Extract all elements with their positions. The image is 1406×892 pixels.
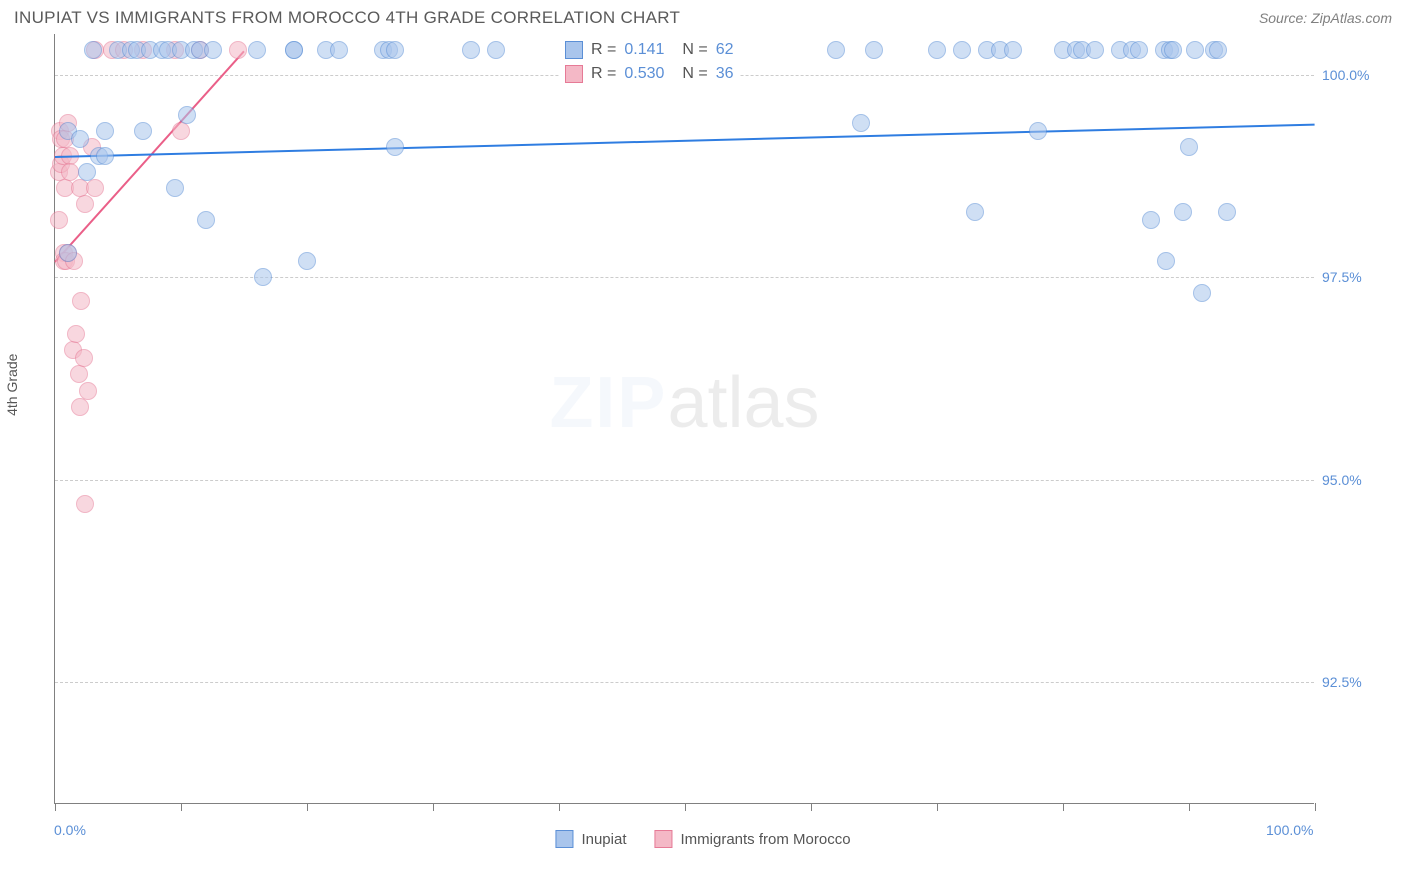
legend-swatch-inupiat xyxy=(555,830,573,848)
x-tick-label: 100.0% xyxy=(1266,822,1313,838)
data-point xyxy=(86,179,104,197)
legend-label-morocco: Immigrants from Morocco xyxy=(681,831,851,848)
data-point xyxy=(166,179,184,197)
data-point xyxy=(330,41,348,59)
data-point xyxy=(71,130,89,148)
data-point xyxy=(966,203,984,221)
x-tick xyxy=(937,803,938,811)
data-point xyxy=(78,163,96,181)
x-tick xyxy=(559,803,560,811)
data-point xyxy=(1157,252,1175,270)
plot-area: ZIPatlas R = 0.141 N = 62 R = 0.530 N = 36 xyxy=(54,34,1314,804)
data-point xyxy=(67,325,85,343)
x-tick xyxy=(685,803,686,811)
gridline xyxy=(55,682,1314,683)
data-point xyxy=(1004,41,1022,59)
data-point xyxy=(59,244,77,262)
data-point xyxy=(852,114,870,132)
data-point xyxy=(1164,41,1182,59)
x-tick xyxy=(181,803,182,811)
x-tick xyxy=(811,803,812,811)
data-point xyxy=(1186,41,1204,59)
data-point xyxy=(75,349,93,367)
stats-r-label: R = xyxy=(591,65,616,83)
data-point xyxy=(1218,203,1236,221)
legend-item-morocco: Immigrants from Morocco xyxy=(655,830,851,848)
legend-label-inupiat: Inupiat xyxy=(581,831,626,848)
y-tick-label: 97.5% xyxy=(1322,269,1362,285)
data-point xyxy=(71,398,89,416)
data-point xyxy=(827,41,845,59)
y-tick-label: 95.0% xyxy=(1322,472,1362,488)
y-tick-label: 92.5% xyxy=(1322,674,1362,690)
legend-item-inupiat: Inupiat xyxy=(555,830,626,848)
data-point xyxy=(50,211,68,229)
stats-r-label: R = xyxy=(591,41,616,59)
y-axis-label: 4th Grade xyxy=(4,354,20,416)
data-point xyxy=(285,41,303,59)
data-point xyxy=(1209,41,1227,59)
data-point xyxy=(928,41,946,59)
watermark: ZIPatlas xyxy=(549,362,819,444)
data-point xyxy=(96,122,114,140)
stats-swatch xyxy=(565,65,583,83)
data-point xyxy=(61,163,79,181)
data-point xyxy=(79,382,97,400)
stats-box: R = 0.141 N = 62 R = 0.530 N = 36 xyxy=(559,36,740,88)
data-point xyxy=(487,41,505,59)
data-point xyxy=(1130,41,1148,59)
bottom-legend: Inupiat Immigrants from Morocco xyxy=(555,830,850,848)
x-tick xyxy=(307,803,308,811)
data-point xyxy=(84,41,102,59)
data-point xyxy=(134,122,152,140)
x-tick xyxy=(1315,803,1316,811)
x-tick xyxy=(433,803,434,811)
data-point xyxy=(1174,203,1192,221)
x-tick xyxy=(55,803,56,811)
data-point xyxy=(254,268,272,286)
gridline xyxy=(55,277,1314,278)
legend-swatch-morocco xyxy=(655,830,673,848)
data-point xyxy=(76,495,94,513)
data-point xyxy=(178,106,196,124)
data-point xyxy=(953,41,971,59)
stats-n-value: 62 xyxy=(716,41,734,59)
data-point xyxy=(1180,138,1198,156)
data-point xyxy=(462,41,480,59)
data-point xyxy=(172,122,190,140)
data-point xyxy=(197,211,215,229)
x-tick-label: 0.0% xyxy=(54,822,86,838)
data-point xyxy=(76,195,94,213)
y-tick-label: 100.0% xyxy=(1322,67,1369,83)
data-point xyxy=(248,41,266,59)
stats-r-value: 0.530 xyxy=(624,65,664,83)
data-point xyxy=(204,41,222,59)
data-point xyxy=(386,41,404,59)
chart-container: 4th Grade ZIPatlas R =0.141N =62R =0.530… xyxy=(14,34,1392,844)
stats-swatch xyxy=(565,41,583,59)
x-tick xyxy=(1189,803,1190,811)
stats-n-value: 36 xyxy=(716,65,734,83)
source-attribution: Source: ZipAtlas.com xyxy=(1259,10,1392,26)
stats-n-label: N = xyxy=(682,65,707,83)
data-point xyxy=(1142,211,1160,229)
data-point xyxy=(229,41,247,59)
data-point xyxy=(1086,41,1104,59)
x-tick xyxy=(1063,803,1064,811)
data-point xyxy=(72,292,90,310)
stats-r-value: 0.141 xyxy=(624,41,664,59)
data-point xyxy=(865,41,883,59)
chart-title: INUPIAT VS IMMIGRANTS FROM MOROCCO 4TH G… xyxy=(14,8,680,28)
data-point xyxy=(1193,284,1211,302)
data-point xyxy=(96,147,114,165)
data-point xyxy=(70,365,88,383)
gridline xyxy=(55,480,1314,481)
data-point xyxy=(386,138,404,156)
trend-line xyxy=(55,123,1315,157)
data-point xyxy=(298,252,316,270)
stats-n-label: N = xyxy=(682,41,707,59)
data-point xyxy=(1029,122,1047,140)
